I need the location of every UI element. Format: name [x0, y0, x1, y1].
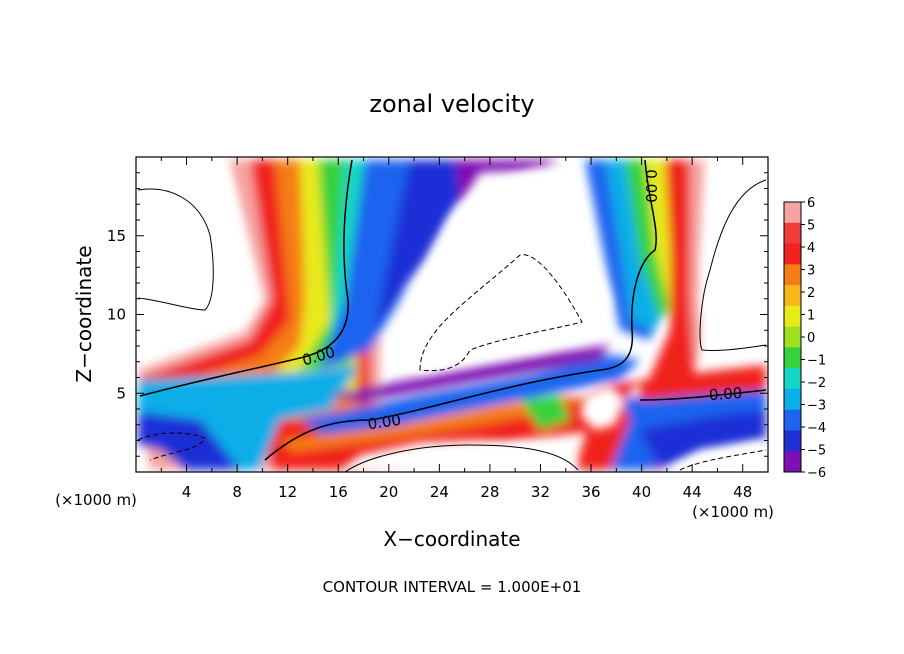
colorbar-label: −4 [807, 421, 826, 436]
colorbar-label: −6 [807, 466, 826, 481]
contour-line [137, 188, 214, 311]
jet-navy [375, 160, 490, 330]
x-tick-label: 44 [683, 483, 702, 501]
x-axis-label: X−coordinate [383, 527, 520, 551]
chart-title: zonal velocity [369, 90, 534, 118]
colorbar-swatch [784, 388, 801, 411]
colorbar-label: −5 [807, 444, 826, 459]
colorbar-label: 3 [807, 264, 815, 279]
colorbar: 6 5 4 3 2 1 0 −1 −2 −3 −4 −5 −6 [783, 196, 826, 481]
mid-band-green [520, 395, 570, 430]
colorbar-swatch [784, 243, 801, 265]
contour-label: 0.00 [367, 411, 403, 433]
lower-right-red [640, 365, 766, 400]
colorbar-swatch [784, 264, 801, 286]
x-tick-label: 8 [232, 483, 242, 501]
contour-line [699, 179, 767, 352]
lower-right-white [660, 440, 766, 472]
x-tick-label: 32 [531, 483, 550, 501]
contour-dashed [679, 449, 767, 471]
colorbar-label: −2 [807, 376, 826, 391]
colorbar-label: 6 [807, 196, 815, 211]
colorbar-swatch [784, 305, 801, 328]
plot-area [136, 157, 768, 472]
colorbar-label: 0 [807, 331, 815, 346]
white-regions [138, 160, 766, 472]
colorbar-swatch [784, 347, 801, 369]
velocity-field [138, 160, 766, 470]
x-unit-left: (×1000 m) [55, 491, 137, 509]
x-tick-label: 20 [379, 483, 398, 501]
x-tick-label: 24 [430, 483, 449, 501]
x-tick-label: 16 [329, 483, 348, 501]
right-white-region [700, 160, 766, 355]
contour-lines [137, 159, 767, 472]
colorbar-label: 5 [807, 219, 815, 234]
x-tick-label: 4 [182, 483, 192, 501]
x-tick-label: 40 [632, 483, 651, 501]
left-white-region [138, 160, 250, 345]
center-white-hole [580, 385, 625, 430]
mid-band-purple [330, 345, 610, 402]
y-tick-label: 10 [107, 306, 126, 324]
contour-dashed [419, 254, 583, 372]
colorbar-label: 4 [807, 241, 815, 256]
bottom-white-region [340, 440, 575, 472]
colorbar-swatch [784, 451, 801, 473]
y-tick-label: 15 [107, 227, 126, 245]
contour-line [264, 159, 657, 461]
top-purple [455, 160, 560, 205]
colorbar-label: 2 [807, 286, 815, 301]
colorbar-swatch [784, 285, 801, 307]
colorbar-swatch [784, 202, 801, 224]
mid-band-red [270, 380, 640, 470]
contour-labels: 0.00 0.00 0.00 0.00 [300, 169, 743, 433]
lower-right-navy [640, 410, 766, 470]
x-tick-label: 36 [581, 483, 600, 501]
colorbar-swatch [784, 326, 801, 348]
contour-interval-note: CONTOUR INTERVAL = 1.000E+01 [323, 578, 582, 596]
x-axis: 4 8 12 16 20 24 28 32 36 40 44 48 [160, 157, 769, 501]
lower-left-navy [138, 412, 240, 470]
contour-dashed [137, 432, 206, 461]
x-tick-label: 12 [278, 483, 297, 501]
colorbar-swatch [784, 430, 801, 452]
y-axis: 5 10 15 [107, 172, 768, 457]
colorbar-swatch [784, 222, 801, 245]
colorbar-swatch [784, 368, 801, 390]
contour-line [139, 159, 353, 397]
colorbar-label: −1 [807, 354, 826, 369]
y-tick-label: 5 [116, 384, 126, 402]
contour-label: 0.00 [642, 169, 660, 202]
colorbar-label: 1 [807, 309, 815, 324]
contour-line [344, 444, 579, 472]
colorbar-swatch [784, 409, 801, 431]
x-unit-right: (×1000 m) [692, 503, 774, 521]
contour-label: 0.00 [708, 384, 743, 404]
upper-white-region [405, 170, 610, 372]
y-axis-label: Z−coordinate [72, 245, 96, 382]
x-tick-label: 48 [733, 483, 752, 501]
contour-line [639, 389, 767, 401]
x-tick-label: 28 [480, 483, 499, 501]
colorbar-label: −3 [807, 399, 826, 414]
